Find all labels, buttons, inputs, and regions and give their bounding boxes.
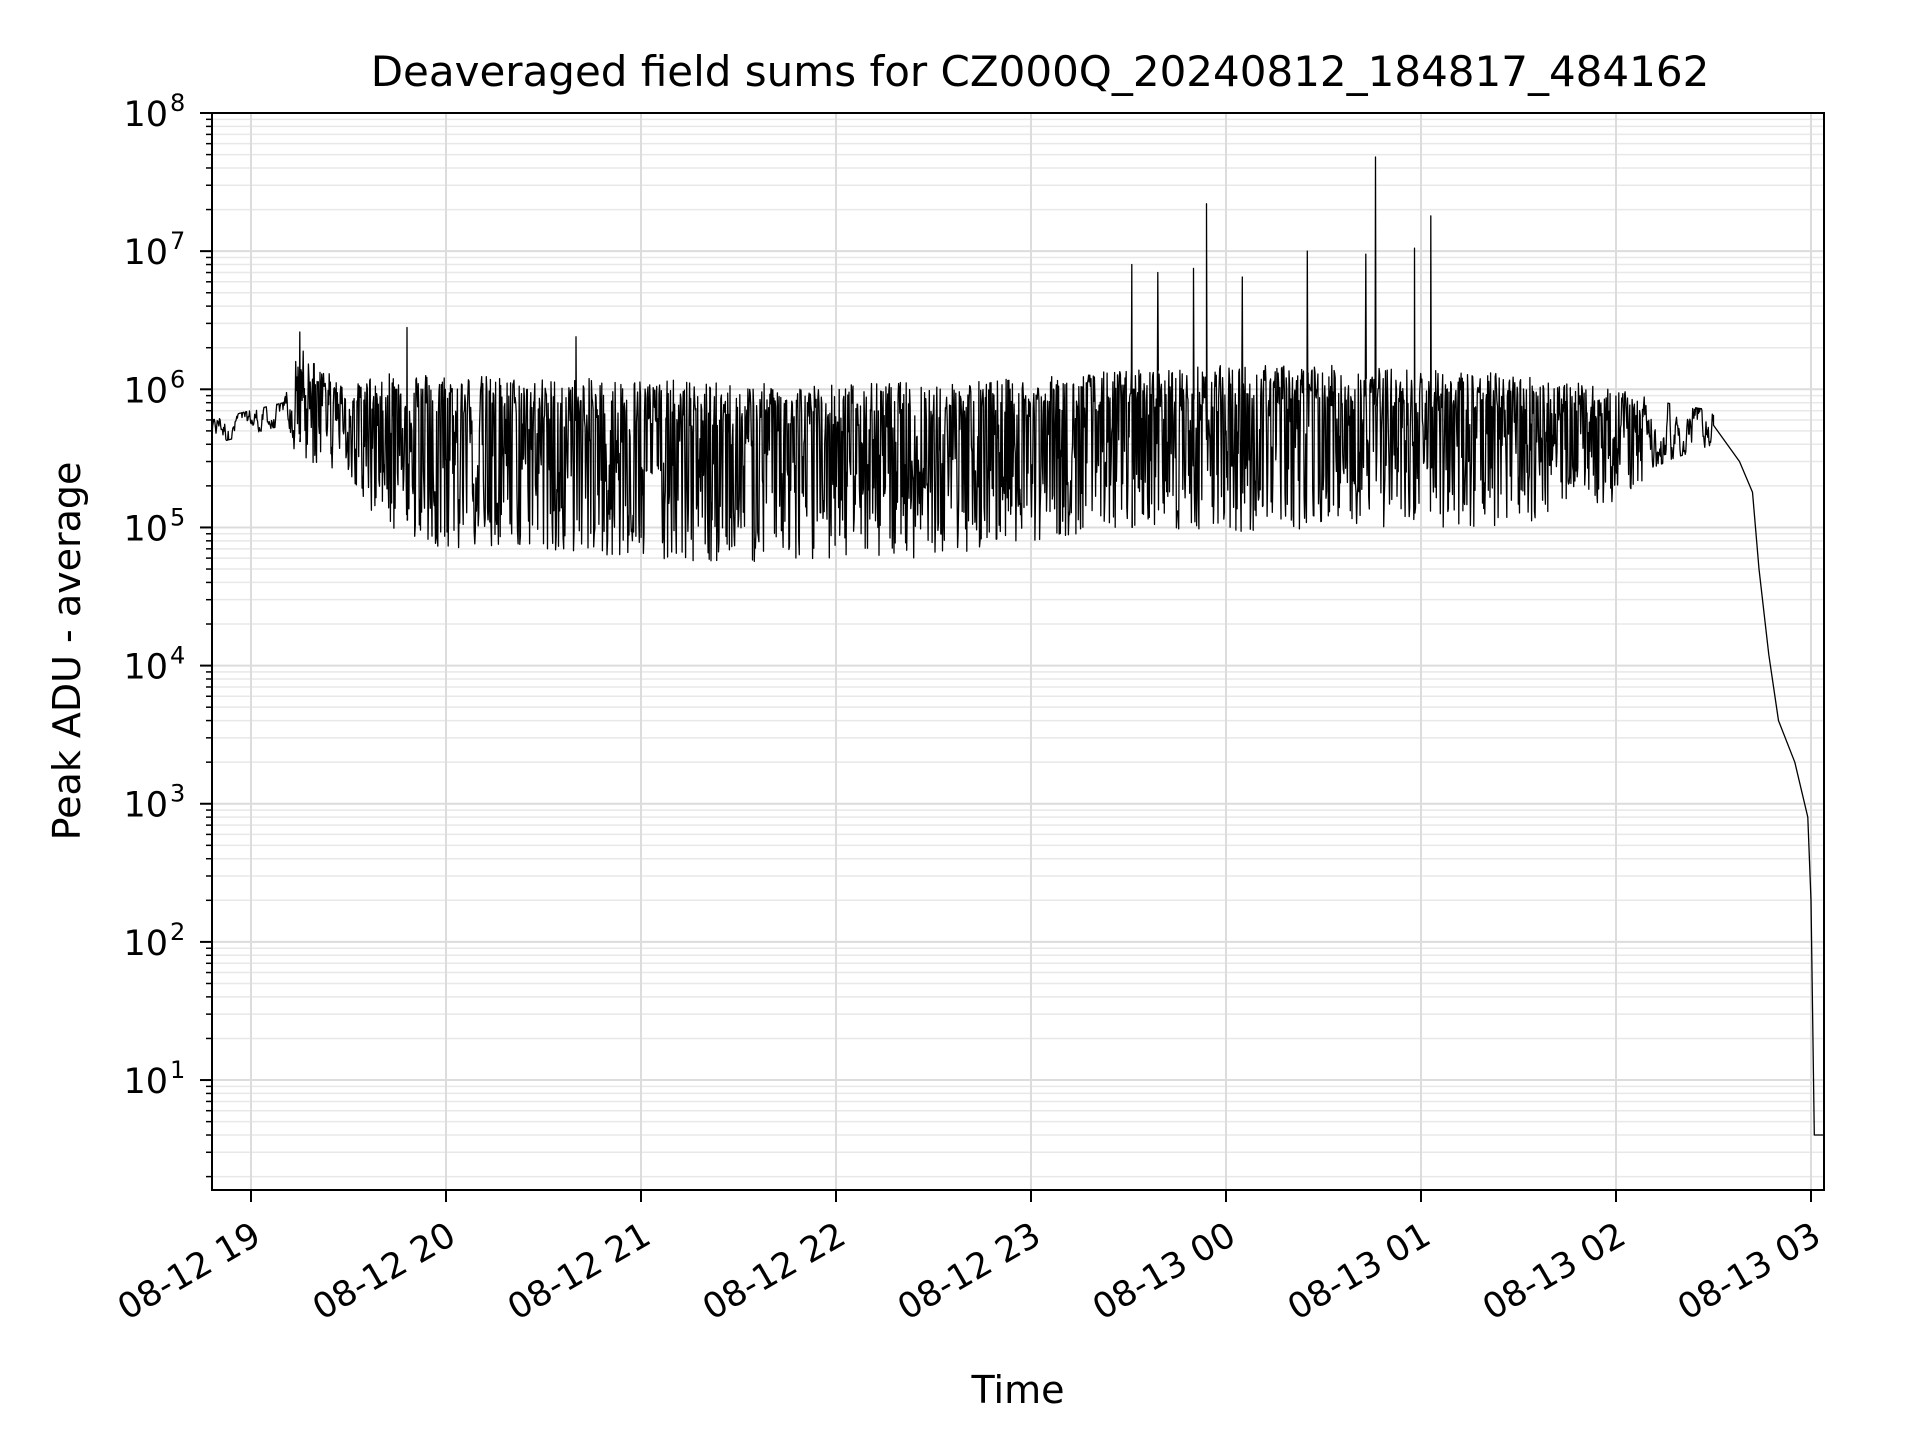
x-tick-label: 08-13 01 (1281, 1215, 1437, 1328)
x-tick-label: 08-13 00 (1086, 1215, 1242, 1328)
grid (212, 112, 1824, 1190)
chart-title: Deaveraged field sums for CZ000Q_2024081… (371, 47, 1710, 96)
y-tick-label: 10 (123, 95, 168, 135)
x-axis-label: Time (971, 1368, 1065, 1412)
x-tick-label: 08-12 20 (306, 1215, 462, 1328)
y-tick-exponent: 4 (170, 642, 185, 670)
x-tick-label: 08-12 23 (891, 1215, 1047, 1328)
x-tick-label: 08-13 02 (1476, 1215, 1632, 1328)
series-path (211, 156, 1824, 1136)
y-tick-label: 10 (123, 509, 168, 549)
x-tick-label: 08-12 19 (111, 1215, 267, 1328)
x-axis: 08-12 19 08-12 20 08-12 21 08-12 22 08-12 23… (111, 1190, 1828, 1328)
y-tick-exponent: 8 (170, 89, 185, 117)
y-tick-exponent: 6 (170, 365, 185, 393)
plot-frame (211, 112, 1825, 1191)
y-tick-label: 10 (123, 648, 168, 688)
x-tick-label: 08-12 22 (696, 1215, 852, 1328)
y-tick-exponent: 3 (170, 780, 185, 808)
x-tick-label: 08-12 21 (501, 1215, 657, 1328)
y-tick-exponent: 1 (170, 1056, 185, 1084)
y-tick-label: 10 (123, 1062, 168, 1102)
y-tick-label: 10 (123, 233, 168, 273)
y-tick-label: 10 (123, 786, 168, 826)
y-tick-exponent: 7 (170, 227, 185, 255)
x-tick-label: 08-13 03 (1671, 1215, 1827, 1328)
y-tick-label: 10 (123, 371, 168, 411)
y-axis-label: Peak ADU - average (45, 462, 89, 841)
y-tick-label: 10 (123, 924, 168, 964)
y-tick-exponent: 5 (170, 503, 185, 531)
y-tick-exponent: 2 (170, 918, 185, 946)
series-line (211, 156, 1824, 1136)
